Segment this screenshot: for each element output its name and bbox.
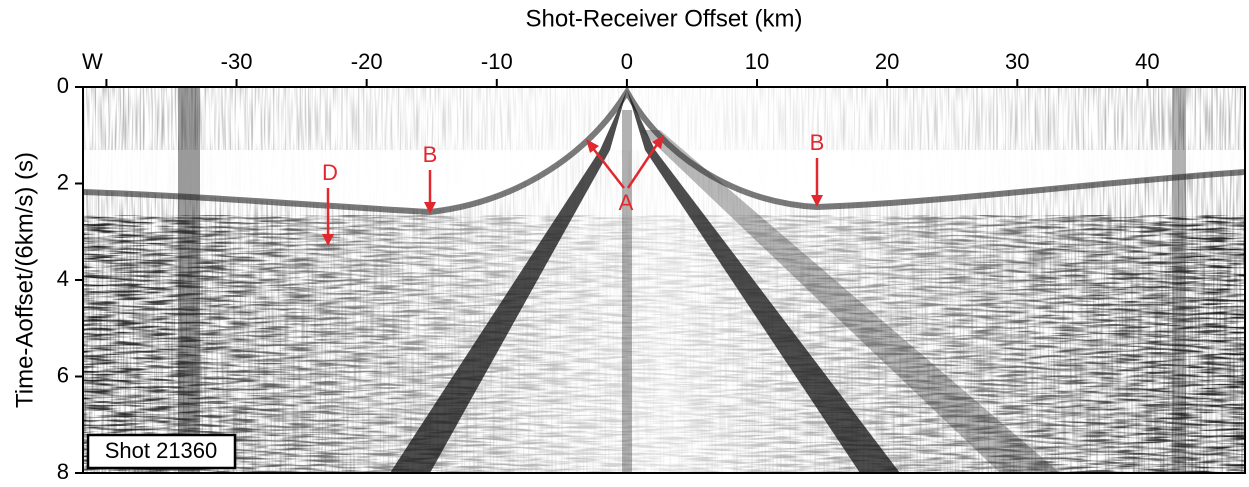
near-trace: [622, 110, 632, 473]
x-tick-label: 20: [875, 49, 899, 74]
x-tick-label: -30: [221, 49, 253, 74]
annotation: B: [423, 142, 438, 167]
y-tick-label: 8: [57, 459, 69, 484]
y-tick-label: 6: [57, 362, 69, 387]
annotation: B: [810, 130, 825, 155]
x-tick-label: 0: [621, 49, 633, 74]
noisy-trace: [1172, 87, 1186, 473]
y-tick-label: 4: [57, 266, 69, 291]
annotation: D: [322, 160, 338, 185]
y-axis-label: Time-Aoffset/(6km/s) (s): [11, 152, 38, 408]
shot-label: Shot 21360: [105, 438, 218, 463]
y-tick-label: 2: [57, 169, 69, 194]
x-tick-label: W: [82, 49, 103, 74]
chart: Shot-Receiver Offset (km) Time-Aoffset/(…: [0, 0, 1249, 487]
x-tick-label: 40: [1135, 49, 1159, 74]
annotation: A: [619, 190, 634, 215]
y-tick-label: 0: [57, 73, 69, 98]
noisy-trace: [178, 87, 200, 473]
chart-title: Shot-Receiver Offset (km): [526, 5, 803, 32]
seismic-image: [83, 87, 1245, 473]
x-tick-label: -20: [351, 49, 383, 74]
x-tick-label: 10: [745, 49, 769, 74]
x-tick-label: -10: [481, 49, 513, 74]
x-tick-label: 30: [1005, 49, 1029, 74]
